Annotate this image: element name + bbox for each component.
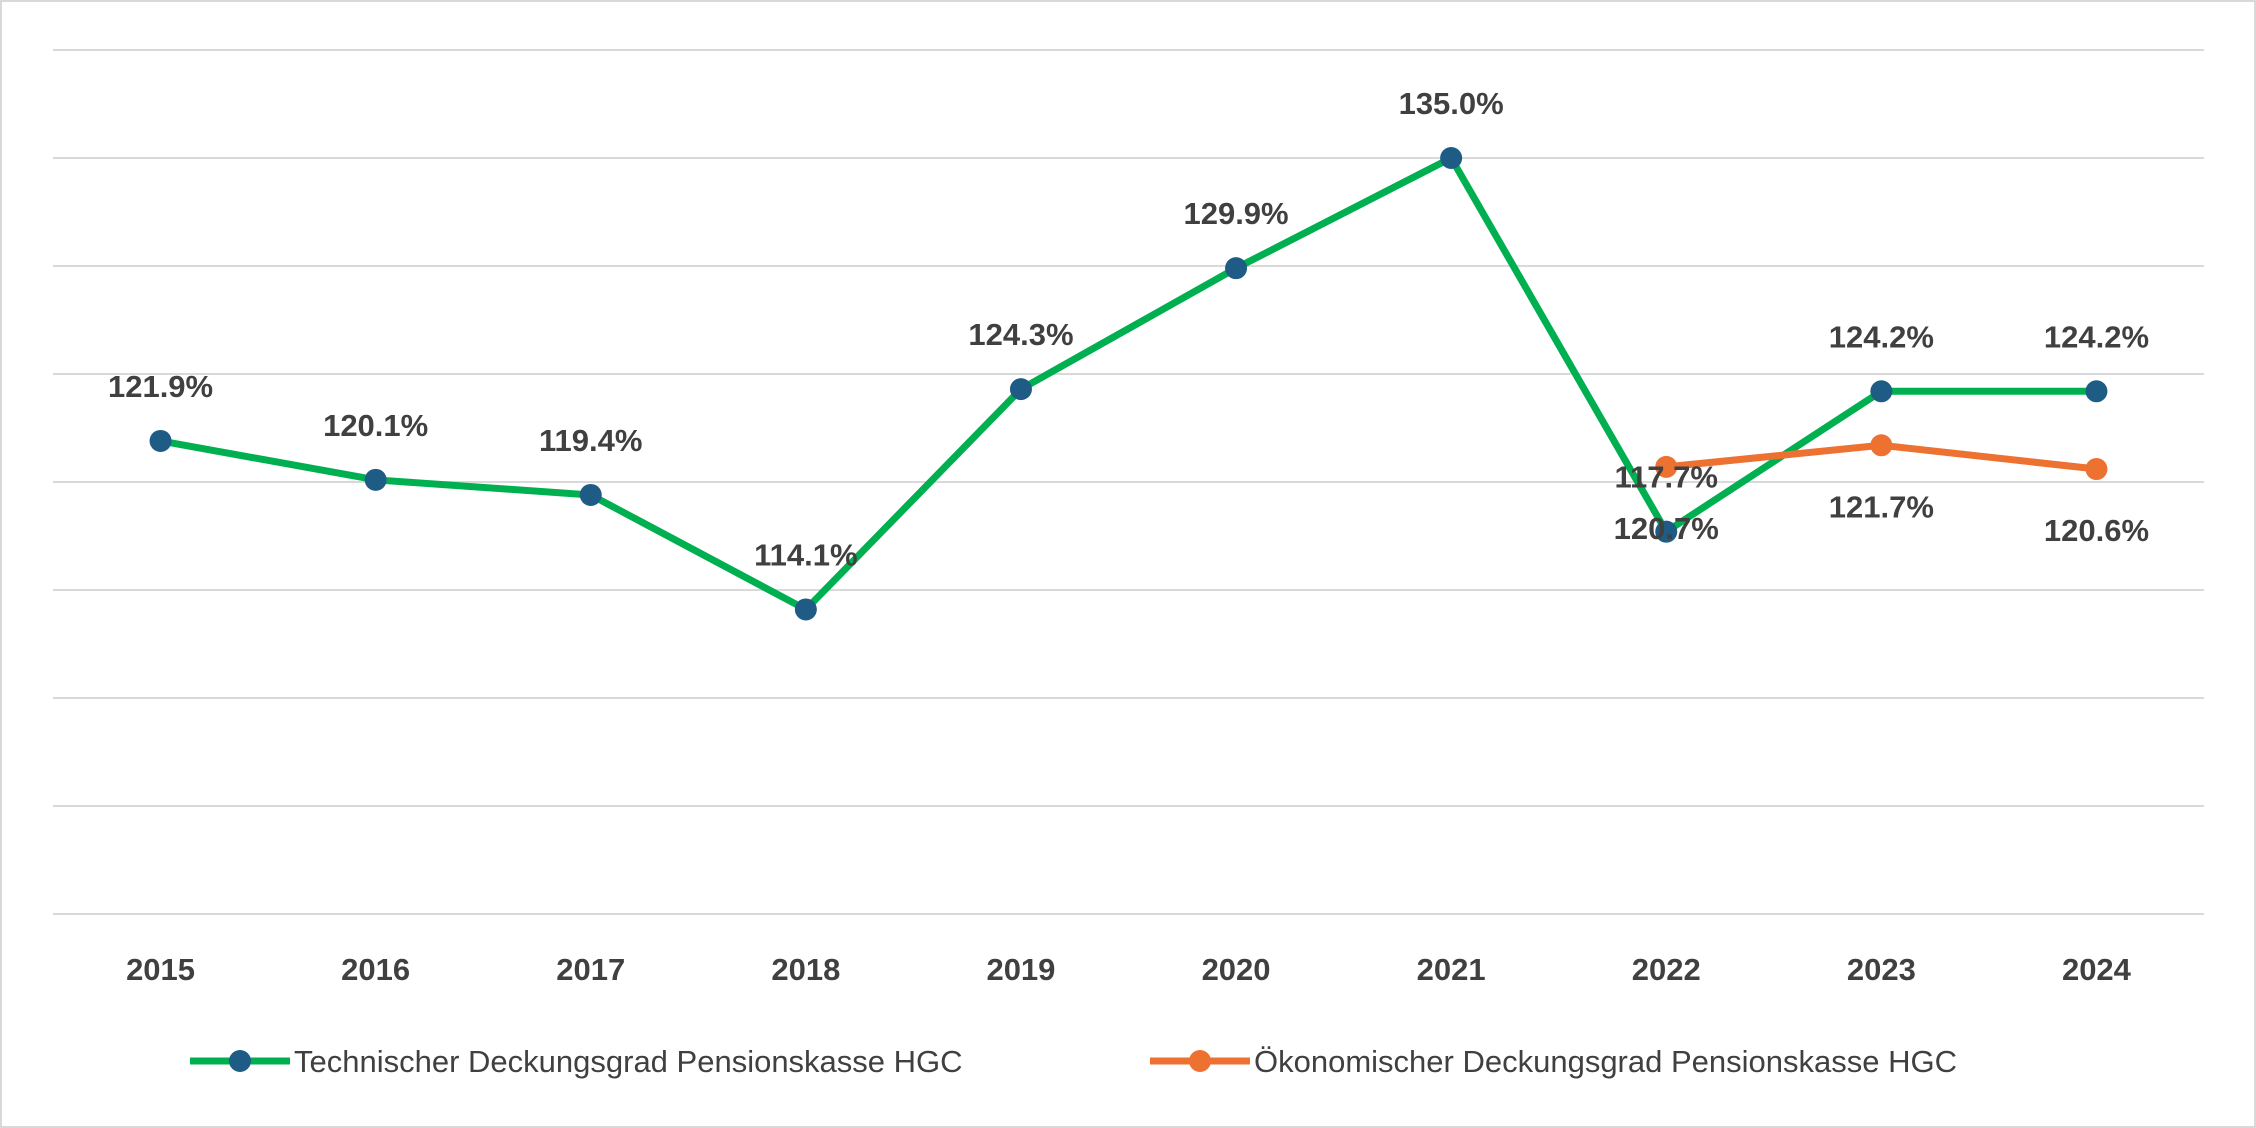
x-tick-label: 2017 [556, 952, 625, 987]
data-label: 129.9% [1183, 196, 1288, 231]
legend-label: Technischer Deckungsgrad Pensionskasse H… [294, 1044, 963, 1079]
data-point [149, 429, 172, 452]
data-label: 120.7% [1614, 511, 1719, 546]
data-label: 117.7% [1615, 460, 1718, 495]
data-point [1655, 520, 1678, 543]
data-label: 119.4% [539, 423, 642, 458]
series-line-0 [159, 154, 2097, 613]
data-point [1655, 455, 1678, 478]
data-label: 124.3% [968, 317, 1073, 352]
data-point [364, 468, 387, 491]
x-tick-label: 2020 [1202, 952, 1271, 987]
data-point [1870, 380, 1893, 403]
x-tick-label: 2022 [1632, 952, 1701, 987]
data-point [1440, 147, 1463, 169]
data-label: 121.7% [1829, 489, 1934, 524]
x-tick-label: 2018 [771, 952, 840, 987]
x-tick-label: 2015 [126, 952, 195, 987]
data-label: 120.6% [2044, 513, 2149, 548]
x-tick-label: 2024 [2062, 952, 2132, 987]
data-label: 135.0% [1399, 86, 1504, 121]
data-point [2085, 380, 2108, 403]
x-tick-label: 2021 [1417, 952, 1486, 987]
legend-label: Ökonomischer Deckungsgrad Pensionskasse … [1254, 1044, 1957, 1079]
data-point [794, 598, 817, 621]
legend-marker [1189, 1050, 1211, 1072]
data-label: 120.1% [323, 408, 428, 443]
data-point [2085, 458, 2108, 481]
data-point [579, 483, 602, 506]
data-label: 124.2% [1829, 319, 1934, 354]
data-label: 114.1% [754, 537, 857, 572]
legend-marker [229, 1050, 251, 1072]
x-tick-label: 2019 [986, 952, 1055, 987]
x-tick-label: 2023 [1847, 952, 1916, 987]
data-point [1870, 434, 1893, 457]
data-label: 121.9% [108, 369, 213, 404]
x-tick-label: 2016 [341, 952, 410, 987]
data-point [1225, 257, 1248, 280]
data-label: 124.2% [2044, 319, 2149, 354]
data-point [1009, 378, 1032, 401]
